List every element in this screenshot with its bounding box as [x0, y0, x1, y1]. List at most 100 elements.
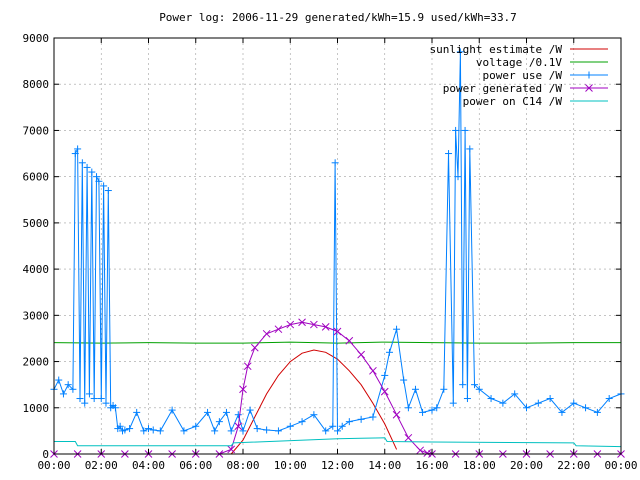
- data-point-power-use-w: [145, 425, 152, 433]
- data-point-power-use-w: [227, 427, 235, 435]
- data-point-power-use-w: [102, 399, 110, 407]
- series-voltage-0-1v: [53, 341, 621, 344]
- series-power-use-w: [50, 48, 625, 435]
- data-point-power-use-w: [499, 399, 507, 407]
- data-point-power-use-w: [93, 173, 101, 181]
- data-point-power-use-w: [471, 381, 479, 389]
- data-point-power-generated-w: [234, 422, 243, 431]
- data-point-power-use-w: [97, 395, 105, 403]
- y-tick-label: 4000: [23, 263, 50, 276]
- data-point-power-use-w: [121, 426, 129, 434]
- legend-marker: [585, 71, 593, 79]
- data-point-power-use-w: [310, 411, 318, 419]
- x-tick-label: 00:00: [37, 459, 70, 472]
- data-point-power-use-w: [466, 145, 474, 153]
- data-point-power-use-w: [433, 404, 441, 412]
- y-tick-label: 5000: [23, 217, 50, 230]
- data-point-power-generated-w: [369, 366, 377, 375]
- y-tick-label: 3000: [23, 309, 50, 322]
- data-point-power-use-w: [90, 395, 98, 403]
- data-point-power-use-w: [605, 395, 613, 403]
- data-point-power-generated-w: [243, 362, 252, 371]
- data-point-power-use-w: [487, 395, 495, 403]
- data-point-power-use-w: [192, 422, 200, 430]
- data-point-power-use-w: [445, 150, 453, 158]
- data-point-power-generated-w: [380, 387, 389, 396]
- data-point-power-use-w: [454, 173, 462, 181]
- data-point-power-generated-w: [345, 336, 354, 345]
- x-tick-label: 08:00: [226, 459, 259, 472]
- legend-label: power use /W: [483, 69, 563, 82]
- data-point-power-use-w: [369, 413, 377, 421]
- data-point-power-use-w: [570, 399, 578, 407]
- data-point-power-use-w: [593, 408, 601, 416]
- data-point-power-use-w: [59, 390, 67, 398]
- legend-label: power on C14 /W: [463, 95, 563, 108]
- data-point-power-use-w: [100, 182, 108, 190]
- legend-label: power generated /W: [443, 82, 563, 95]
- data-point-power-use-w: [456, 48, 464, 56]
- data-point-power-use-w: [168, 406, 176, 414]
- data-point-power-use-w: [111, 404, 119, 412]
- data-point-power-use-w: [546, 395, 554, 403]
- data-point-power-use-w: [149, 426, 157, 434]
- data-point-power-use-w: [133, 408, 141, 416]
- y-tick-label: 6000: [23, 171, 50, 184]
- x-tick-label: 12:00: [321, 459, 354, 472]
- data-point-power-use-w: [582, 404, 590, 412]
- data-point-power-generated-w: [310, 320, 318, 329]
- data-point-power-use-w: [116, 422, 124, 430]
- data-point-power-use-w: [239, 427, 247, 435]
- data-point-power-use-w: [511, 390, 519, 398]
- data-point-power-use-w: [104, 187, 112, 195]
- data-point-power-use-w: [534, 399, 542, 407]
- data-point-power-use-w: [95, 177, 103, 185]
- data-point-power-use-w: [222, 408, 230, 416]
- data-point-power-use-w: [428, 406, 436, 414]
- data-point-power-use-w: [78, 159, 86, 167]
- data-point-power-use-w: [298, 418, 306, 426]
- legend-label: sunlight estimate /W: [430, 43, 563, 56]
- data-point-power-generated-w: [262, 329, 271, 338]
- data-point-power-use-w: [274, 427, 282, 435]
- chart-title: Power log: 2006-11-29 generated/kWh=15.9…: [159, 11, 517, 24]
- data-point-power-generated-w: [239, 385, 247, 394]
- data-point-power-use-w: [71, 150, 79, 158]
- data-point-power-use-w: [357, 415, 365, 423]
- data-point-power-use-w: [286, 422, 294, 430]
- x-tick-label: 16:00: [415, 459, 448, 472]
- data-point-power-use-w: [385, 348, 393, 356]
- data-point-power-generated-w: [357, 350, 365, 359]
- series-line-sunlight-estimate-w: [230, 349, 398, 455]
- data-point-power-use-w: [69, 385, 77, 393]
- data-point-power-generated-w: [416, 446, 425, 455]
- data-point-power-use-w: [76, 395, 84, 403]
- x-tick-label: 04:00: [132, 459, 165, 472]
- data-point-power-use-w: [253, 425, 261, 433]
- data-point-power-use-w: [558, 408, 566, 416]
- x-tick-label: 18:00: [463, 459, 496, 472]
- data-point-power-use-w: [246, 406, 254, 414]
- data-point-power-use-w: [334, 427, 341, 435]
- x-tick-label: 10:00: [274, 459, 307, 472]
- data-point-power-use-w: [459, 381, 467, 389]
- x-tick-label: 22:00: [557, 459, 590, 472]
- data-point-power-generated-w: [423, 449, 432, 457]
- data-point-power-use-w: [211, 427, 219, 435]
- data-point-power-use-w: [411, 385, 419, 393]
- data-point-power-generated-w: [392, 410, 401, 419]
- data-point-power-use-w: [400, 376, 408, 384]
- data-point-power-use-w: [204, 408, 212, 416]
- data-point-power-use-w: [345, 418, 353, 426]
- y-tick-label: 1000: [23, 402, 50, 415]
- data-point-power-generated-w: [321, 323, 330, 331]
- series-power-on-c14-w: [54, 437, 622, 448]
- x-tick-label: 14:00: [368, 459, 401, 472]
- series-line-voltage-0-1v: [53, 341, 621, 344]
- data-point-power-generated-w: [333, 327, 342, 336]
- data-point-power-use-w: [156, 427, 164, 435]
- data-point-power-use-w: [452, 126, 460, 134]
- data-point-power-use-w: [449, 399, 457, 407]
